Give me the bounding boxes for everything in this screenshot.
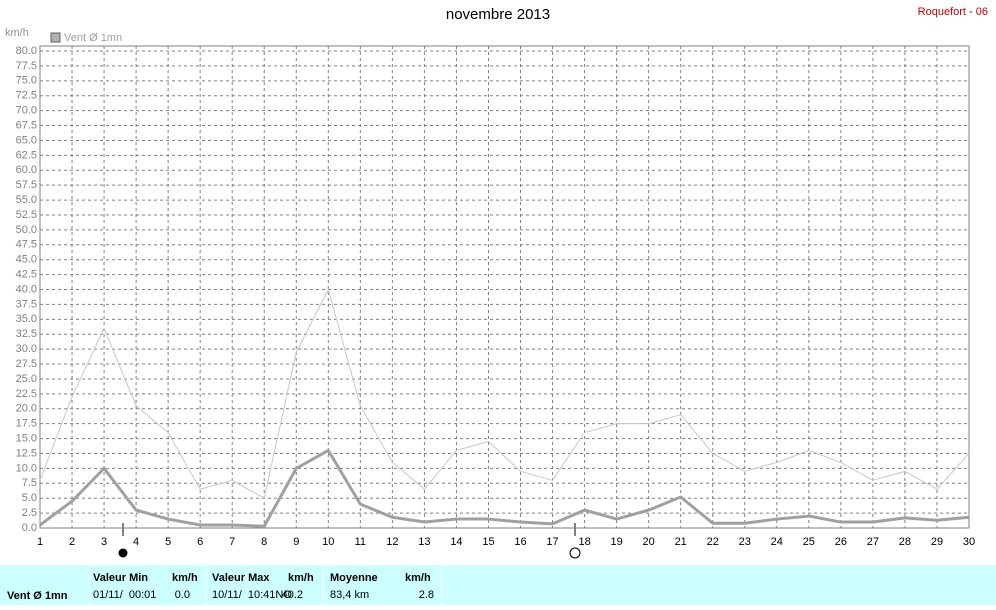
x-tick-label: 1 <box>37 536 43 548</box>
y-tick-label: 32.5 <box>16 328 37 340</box>
x-tick-label: 6 <box>197 536 203 548</box>
stats-value: 2.8 <box>419 589 434 601</box>
y-tick-label: 2.5 <box>22 507 37 519</box>
y-tick-label: 70.0 <box>16 105 37 117</box>
y-tick-label: 12.5 <box>16 447 37 459</box>
stats-label: Vent Ø 1mn <box>7 590 68 602</box>
x-tick-label: 8 <box>261 536 267 548</box>
x-tick-label: 5 <box>165 536 171 548</box>
x-tick-label: 16 <box>514 536 526 548</box>
y-tick-label: 25.0 <box>16 373 37 385</box>
plot-frame <box>39 45 970 529</box>
x-tick-label: 25 <box>803 536 815 548</box>
new-moon <box>118 548 128 558</box>
station-name: Roquefort - 06 <box>918 6 988 18</box>
y-tick-label: 72.5 <box>16 90 37 102</box>
y-tick-label: 7.5 <box>22 477 37 489</box>
stats-value: 40.2 <box>282 589 303 601</box>
x-tick-label: 24 <box>771 536 783 548</box>
stats-when: 10/11/ 10:41NO <box>212 589 292 601</box>
stats-title: Valeur Min <box>93 572 148 584</box>
x-tick-label: 22 <box>707 536 719 548</box>
y-tick-label: 35.0 <box>16 313 37 325</box>
y-tick-label: 40.0 <box>16 283 37 295</box>
y-tick-label: 67.5 <box>16 119 37 131</box>
y-tick-label: 57.5 <box>16 179 37 191</box>
y-tick-label: 55.0 <box>16 194 37 206</box>
y-tick-label: 50.0 <box>16 224 37 236</box>
stats-background <box>0 565 996 605</box>
x-tick-label: 14 <box>450 536 462 548</box>
x-tick-label: 28 <box>899 536 911 548</box>
legend-label: Vent Ø 1mn <box>64 32 122 44</box>
stats-when: 01/11/ 00:01 <box>93 589 156 601</box>
y-tick-label: 5.0 <box>22 492 37 504</box>
y-tick-label: 42.5 <box>16 269 37 281</box>
y-tick-label: 22.5 <box>16 388 37 400</box>
x-tick-label: 18 <box>578 536 590 548</box>
x-tick-label: 23 <box>739 536 751 548</box>
stats-title: Valeur Max <box>212 572 270 584</box>
x-tick-label: 21 <box>675 536 687 548</box>
legend-swatch <box>50 32 61 43</box>
y-tick-label: 45.0 <box>16 254 37 266</box>
y-tick-label: 80.0 <box>16 45 37 57</box>
y-tick-label: 20.0 <box>16 403 37 415</box>
x-tick-label: 10 <box>322 536 334 548</box>
y-tick-label: 10.0 <box>16 462 37 474</box>
y-tick-label: 77.5 <box>16 60 37 72</box>
stats-title: Moyenne <box>330 572 378 584</box>
x-tick-label: 11 <box>355 536 366 548</box>
stats-unit: km/h <box>288 572 314 584</box>
y-tick-label: 47.5 <box>16 239 37 251</box>
x-tick-label: 3 <box>101 536 107 548</box>
y-axis-label: km/h <box>5 27 29 39</box>
x-tick-label: 2 <box>69 536 75 548</box>
y-tick-label: 65.0 <box>16 134 37 146</box>
x-tick-label: 15 <box>482 536 494 548</box>
y-tick-label: 60.0 <box>16 164 37 176</box>
stats-unit: km/h <box>172 572 198 584</box>
y-tick-label: 37.5 <box>16 298 37 310</box>
y-tick-label: 30.0 <box>16 343 37 355</box>
full-moon <box>569 547 581 559</box>
y-tick-label: 62.5 <box>16 149 37 161</box>
y-tick-label: 17.5 <box>16 418 37 430</box>
x-tick-label: 4 <box>133 536 139 548</box>
x-tick-label: 30 <box>963 536 975 548</box>
stats-when: 83,4 km <box>330 589 369 601</box>
x-tick-label: 26 <box>835 536 847 548</box>
stats-value: 0.0 <box>175 589 190 601</box>
x-tick-label: 13 <box>418 536 430 548</box>
x-tick-label: 29 <box>931 536 943 548</box>
y-tick-label: 27.5 <box>16 358 37 370</box>
x-tick-label: 7 <box>229 536 235 548</box>
chart-title: novembre 2013 <box>446 6 550 23</box>
y-tick-label: 0.0 <box>22 522 37 534</box>
y-tick-label: 15.0 <box>16 432 37 444</box>
data-line <box>39 289 970 499</box>
x-tick-label: 9 <box>293 536 299 548</box>
y-tick-label: 52.5 <box>16 209 37 221</box>
x-tick-label: 20 <box>643 536 655 548</box>
x-tick-label: 27 <box>867 536 879 548</box>
y-tick-label: 75.0 <box>16 75 37 87</box>
data-line <box>39 448 970 528</box>
stats-unit: km/h <box>405 572 431 584</box>
x-tick-label: 17 <box>546 536 558 548</box>
x-tick-label: 19 <box>610 536 622 548</box>
x-tick-label: 12 <box>386 536 398 548</box>
